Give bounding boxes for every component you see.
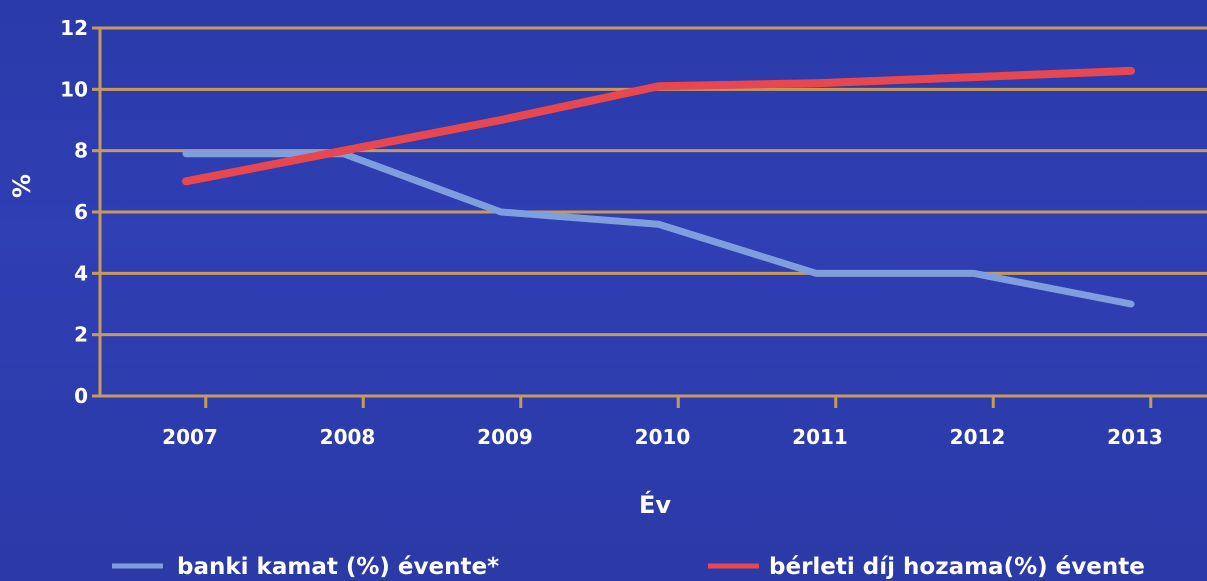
x-axis-title: Év: [639, 490, 671, 519]
y-tick-label: 0: [74, 384, 88, 408]
series-lines: [182, 66, 1135, 308]
x-tick-label: 2011: [792, 425, 848, 449]
y-axis-title: %: [8, 174, 36, 198]
y-tick-labels: 0 2 4 6 8 10 12: [60, 16, 88, 408]
y-tick-label: 4: [74, 261, 88, 285]
y-tick-label: 6: [74, 200, 88, 224]
series-line-berleti-dij: [182, 66, 1135, 186]
y-tick-label: 8: [74, 139, 88, 163]
series-line-banki-kamat: [182, 150, 1135, 308]
legend: banki kamat (%) évente* bérleti díj hoza…: [112, 554, 1145, 580]
legend-item-banki-kamat: banki kamat (%) évente*: [112, 554, 499, 580]
legend-label-berleti-dij: bérleti díj hozama(%) évente: [769, 554, 1145, 580]
x-tick-label: 2008: [320, 425, 376, 449]
y-tick-label: 12: [60, 16, 88, 40]
y-tick-label: 10: [60, 77, 88, 101]
x-tick-label: 2009: [477, 425, 533, 449]
y-tick-label: 2: [74, 323, 88, 347]
x-tick-label: 2013: [1107, 425, 1163, 449]
x-tick-label: 2007: [162, 425, 218, 449]
x-tick-label: 2012: [950, 425, 1006, 449]
x-tick-label: 2010: [635, 425, 691, 449]
x-tick-labels: 2007 2008 2009 2010 2011 2012 2013: [162, 425, 1163, 449]
legend-label-banki-kamat: banki kamat (%) évente*: [177, 554, 499, 580]
legend-item-berleti-dij: bérleti díj hozama(%) évente: [708, 554, 1145, 580]
axes: [92, 26, 1207, 408]
